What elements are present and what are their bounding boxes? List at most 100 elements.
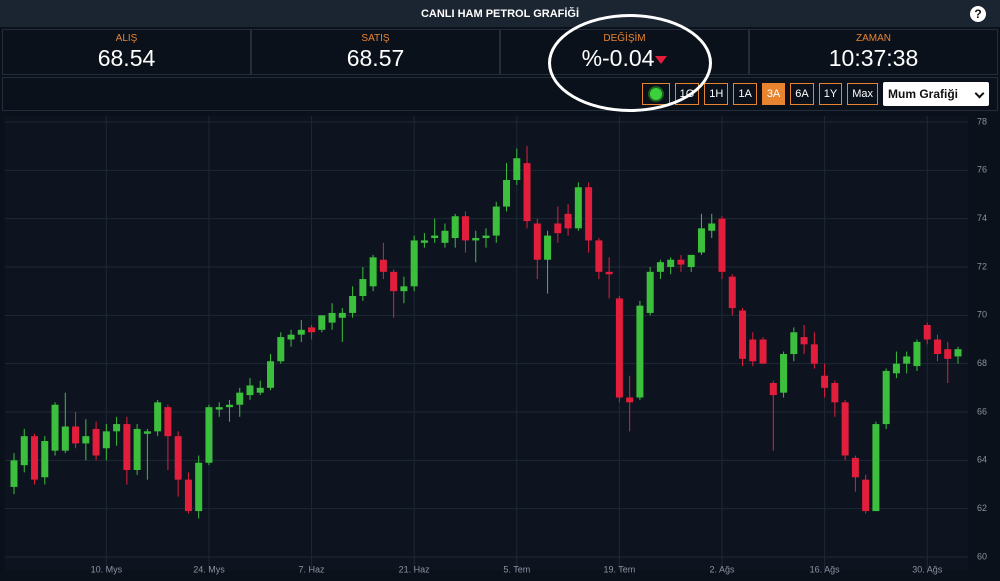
candle-body: [564, 213, 572, 229]
x-tick-label: 19. Tem: [603, 564, 635, 574]
candle-body: [882, 370, 890, 425]
candle-body: [482, 235, 490, 238]
candle-body: [472, 238, 480, 241]
candle-body: [585, 187, 593, 241]
candle-body: [544, 235, 552, 260]
candle-body: [92, 428, 100, 456]
candle-body: [615, 298, 623, 398]
candle-body: [933, 339, 941, 354]
candle-body: [574, 187, 582, 229]
candle-body: [297, 329, 305, 335]
quote-value: 10:37:38: [828, 45, 919, 71]
candle-body: [554, 223, 562, 234]
candle-body: [944, 349, 952, 359]
chart-type-select[interactable]: Mum Grafiği: [883, 82, 989, 106]
candle-body: [10, 460, 18, 487]
candle-body: [308, 327, 316, 333]
candle-body: [769, 383, 777, 396]
candle-body: [225, 404, 233, 408]
candle-body: [154, 402, 162, 432]
toolbar: 1G 1H 1A 3A 6A 1Y Max Mum Grafiği: [2, 77, 998, 111]
candle-body: [872, 424, 880, 512]
quote-cell: ZAMAN 10:37:38: [749, 29, 998, 75]
candle-body: [267, 361, 275, 388]
candle-body: [51, 404, 59, 451]
range-button[interactable]: 3A: [761, 83, 786, 105]
quote-label: ALIŞ: [115, 33, 138, 44]
candle-body: [728, 276, 736, 309]
candle-body: [739, 310, 747, 359]
candle-body: [133, 428, 141, 470]
candle-body: [903, 356, 911, 364]
candle-body: [431, 235, 439, 238]
candle-body: [790, 332, 798, 354]
y-tick-label: 62: [977, 503, 987, 513]
x-tick-label: 24. Mys: [193, 564, 225, 574]
candle-body: [513, 158, 521, 180]
candle-body: [759, 339, 767, 364]
candle-body: [72, 426, 80, 444]
candle-body: [390, 271, 398, 292]
x-tick-label: 30. Ağs: [912, 564, 943, 574]
range-button[interactable]: 6A: [790, 83, 814, 105]
candle-body: [892, 363, 900, 374]
candle-body: [359, 279, 367, 296]
candle-body: [780, 354, 788, 393]
candle-body: [287, 334, 295, 340]
x-tick-label: 21. Haz: [399, 564, 431, 574]
candle-body: [174, 436, 182, 480]
candle-body: [492, 206, 500, 236]
range-button[interactable]: Max: [847, 83, 878, 105]
help-button[interactable]: ?: [970, 6, 986, 22]
quote-cell: ALIŞ 68.54: [2, 29, 251, 75]
quote-value: 68.54: [97, 45, 156, 71]
candle-body: [451, 216, 459, 238]
range-button[interactable]: 1Y: [818, 83, 843, 105]
quotes: ALIŞ 68.54 SATIŞ 68.57 DEĞİŞİM %-0.04 ZAMAN…: [2, 29, 998, 75]
candle-body: [697, 228, 705, 253]
candle-body: [41, 441, 49, 478]
candle-body: [61, 426, 69, 451]
candle-body: [687, 254, 695, 267]
x-tick-label: 7. Haz: [299, 564, 326, 574]
candle-body: [277, 337, 285, 362]
candle-body: [595, 240, 603, 272]
range-button[interactable]: 1A: [733, 83, 757, 105]
y-tick-label: 78: [977, 116, 987, 126]
candle-body: [461, 216, 469, 241]
candle-body: [123, 424, 131, 470]
range-button[interactable]: 1H: [704, 83, 729, 105]
plot-area: [5, 116, 968, 570]
candle-body: [256, 387, 264, 393]
candle-body: [164, 407, 172, 437]
candle-body: [82, 436, 90, 444]
candle-body: [143, 431, 151, 434]
candle-body: [656, 262, 664, 272]
candle-body: [810, 344, 818, 364]
y-tick-label: 60: [977, 551, 987, 561]
x-tick-label: 5. Tem: [503, 564, 530, 574]
candle-body: [862, 479, 870, 512]
candle-body: [349, 296, 357, 313]
quote-label: ZAMAN: [856, 33, 891, 44]
candle-body: [605, 271, 613, 275]
candle-body: [236, 392, 244, 405]
y-tick-label: 64: [977, 455, 987, 465]
highlight-ellipse: [548, 14, 712, 112]
candle-body: [369, 257, 377, 287]
header: CANLI HAM PETROL GRAFİĞİ ?: [0, 0, 1000, 27]
title: CANLI HAM PETROL GRAFİĞİ: [420, 8, 580, 20]
candle-body: [636, 305, 644, 398]
candle-body: [195, 462, 203, 512]
candle-body: [410, 240, 418, 287]
candle-body: [677, 259, 685, 265]
x-tick-label: 16. Ağs: [810, 564, 841, 574]
candle-body: [338, 312, 346, 318]
y-tick-label: 66: [977, 406, 987, 416]
candle-body: [851, 457, 859, 478]
candle-body: [954, 349, 962, 357]
candle-body: [20, 436, 28, 466]
candle-body: [718, 218, 726, 272]
candle-body: [523, 163, 531, 222]
